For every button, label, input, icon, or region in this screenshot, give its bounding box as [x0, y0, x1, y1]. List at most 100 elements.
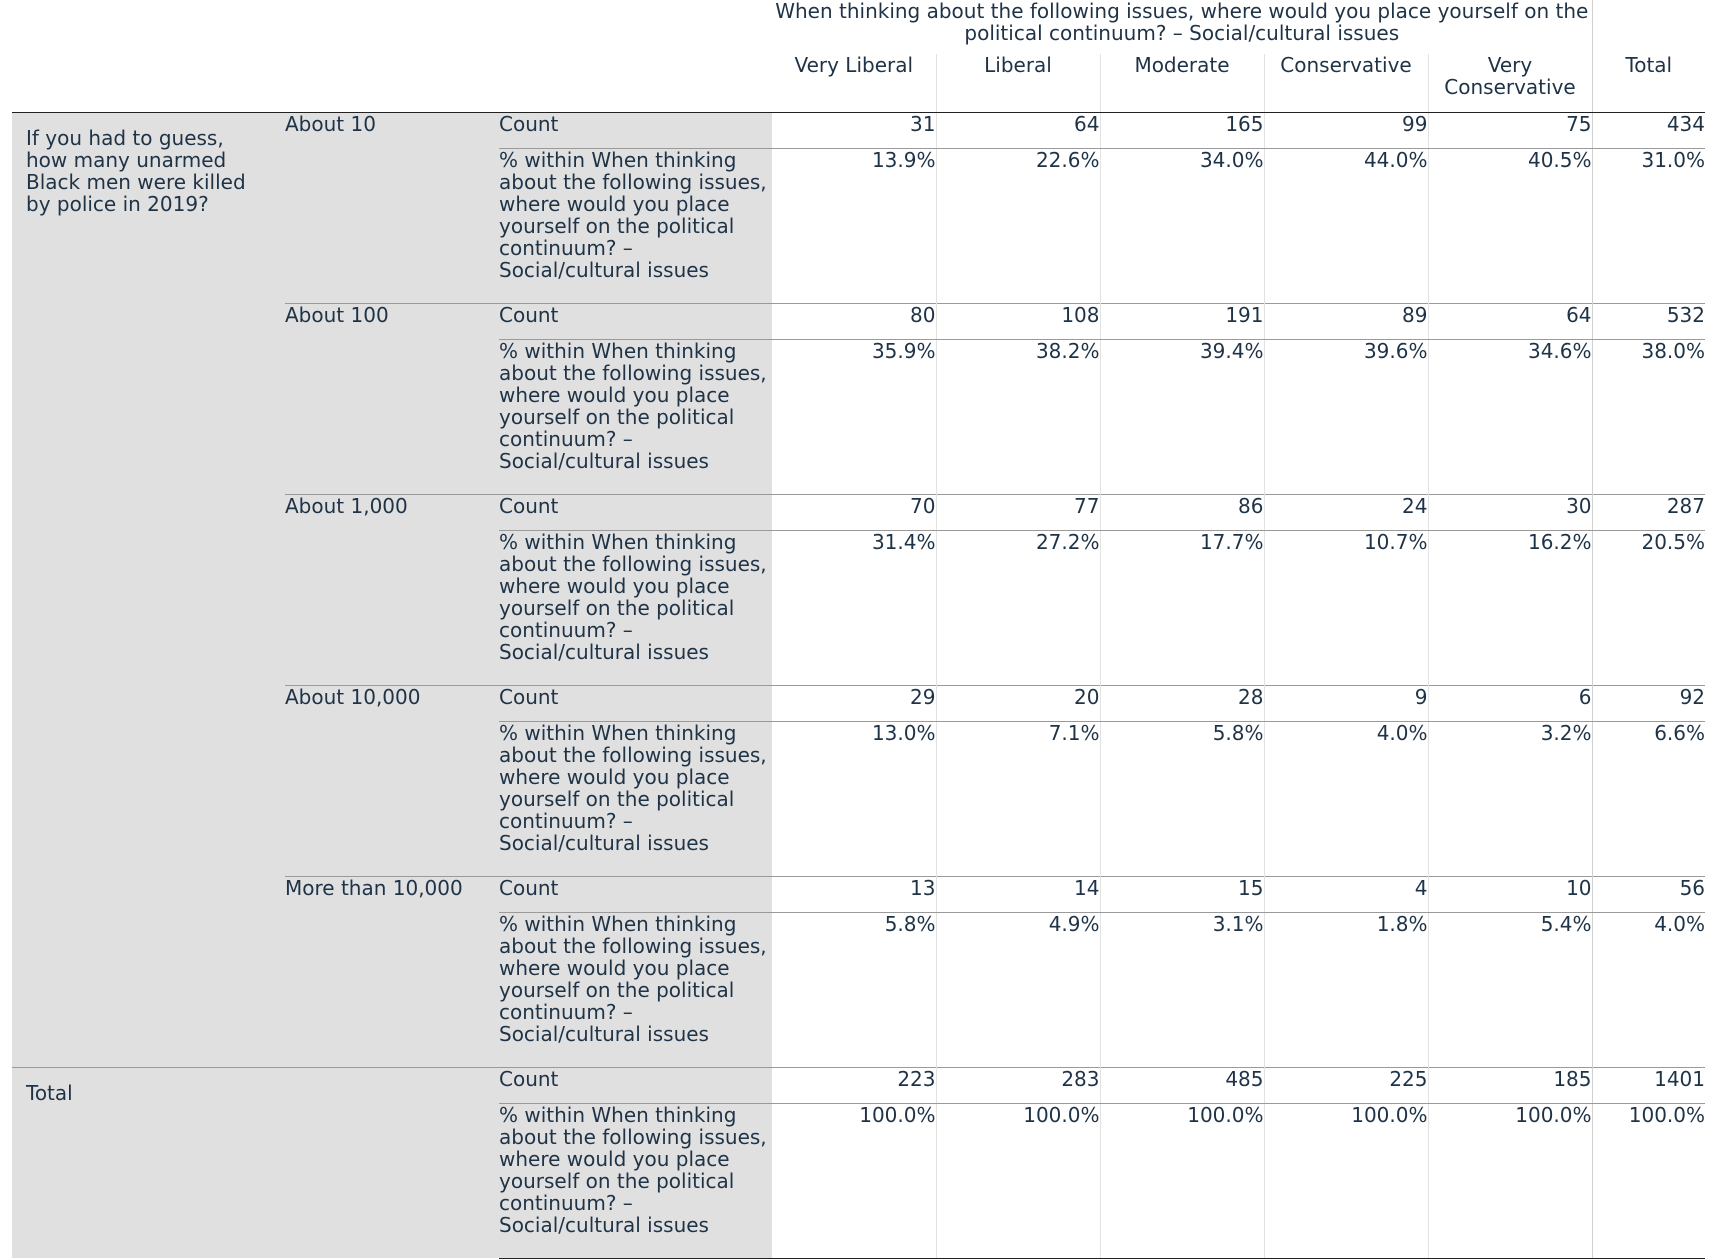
- cell-pct-very-conservative: 3.2%: [1427, 721, 1593, 876]
- statistic-label-count: Count: [499, 684, 772, 722]
- cell-count-moderate: 165: [1099, 112, 1264, 149]
- header-row-2: Very Liberal Liberal Moderate Conservati…: [12, 54, 1706, 113]
- row-category-label: About 10: [285, 112, 499, 303]
- cell-count-conservative: 4: [1263, 875, 1428, 913]
- row-variable-text: If you had to guess, how many unarmed Bl…: [26, 125, 246, 216]
- corner-cell-2: [12, 54, 772, 113]
- statistic-label-count: Count: [499, 493, 772, 531]
- table-row: % within When thinking about the followi…: [12, 339, 1706, 494]
- cell-pct-moderate: 17.7%: [1099, 530, 1264, 685]
- cell-count-very-liberal: 80: [772, 302, 936, 340]
- cell-count-very-liberal: 29: [772, 684, 936, 722]
- cell-count-total: 532: [1591, 302, 1706, 340]
- cell-pct-conservative: 39.6%: [1263, 339, 1428, 494]
- cell-count-very-conservative: 75: [1427, 112, 1593, 149]
- cell-pct-very-liberal: 100.0%: [772, 1103, 936, 1259]
- table-row: More than 10,000 Count 13 14 15 4 10 56: [12, 875, 1706, 1067]
- cell-pct-liberal: 7.1%: [935, 721, 1100, 876]
- statistic-label-percent: % within When thinking about the followi…: [499, 530, 772, 685]
- cell-count-moderate: 15: [1099, 875, 1264, 913]
- column-variable-header: When thinking about the following issues…: [772, 0, 1593, 54]
- cell-pct-conservative: 1.8%: [1263, 912, 1428, 1067]
- cell-count-total: 287: [1591, 493, 1706, 531]
- table-row: % within When thinking about the followi…: [12, 148, 1706, 303]
- statistic-label-percent: % within When thinking about the followi…: [499, 148, 772, 303]
- cell-pct-conservative: 4.0%: [1263, 721, 1428, 876]
- cell-count-liberal: 14: [935, 875, 1100, 913]
- cell-count-total: 92: [1591, 684, 1706, 722]
- cell-count-moderate: 191: [1099, 302, 1264, 340]
- cell-pct-total: 100.0%: [1591, 1103, 1706, 1259]
- cell-pct-conservative: 100.0%: [1263, 1103, 1428, 1259]
- table-body: When thinking about the following issues…: [12, 0, 1706, 1259]
- table-row: Total Count 223 283 485 225 185 1401: [12, 1066, 1706, 1258]
- cell-count-total: 434: [1591, 112, 1706, 149]
- cell-pct-very-conservative: 40.5%: [1427, 148, 1593, 303]
- cell-count-very-conservative: 185: [1427, 1066, 1593, 1104]
- cell-count-liberal: 20: [935, 684, 1100, 722]
- row-category-label: About 10,000: [285, 684, 499, 876]
- row-category-label: About 100: [285, 302, 499, 494]
- total-row-label: Total: [12, 1066, 499, 1258]
- cell-count-very-conservative: 10: [1427, 875, 1593, 913]
- table-row: % within When thinking about the followi…: [12, 530, 1706, 685]
- cell-count-very-liberal: 13: [772, 875, 936, 913]
- statistic-label-count: Count: [499, 112, 772, 149]
- cell-count-very-conservative: 30: [1427, 493, 1593, 531]
- statistic-label-count: Count: [499, 1066, 772, 1104]
- cell-count-liberal: 108: [935, 302, 1100, 340]
- cell-count-moderate: 86: [1099, 493, 1264, 531]
- total-header-spacer: [1591, 0, 1706, 54]
- cell-count-liberal: 283: [935, 1066, 1100, 1104]
- cell-pct-conservative: 44.0%: [1263, 148, 1428, 303]
- cell-count-very-liberal: 70: [772, 493, 936, 531]
- statistic-label-percent: % within When thinking about the followi…: [499, 1103, 772, 1259]
- cell-count-moderate: 485: [1099, 1066, 1264, 1104]
- total-label-text: Total: [26, 1080, 73, 1105]
- cell-pct-total: 4.0%: [1591, 912, 1706, 1067]
- column-header-very-conservative: Very Conservative: [1427, 54, 1593, 113]
- cell-pct-moderate: 5.8%: [1099, 721, 1264, 876]
- cell-count-liberal: 77: [935, 493, 1100, 531]
- cell-pct-liberal: 22.6%: [935, 148, 1100, 303]
- crosstab-table: When thinking about the following issues…: [12, 0, 1706, 1259]
- row-category-label: About 1,000: [285, 493, 499, 685]
- cell-pct-very-conservative: 5.4%: [1427, 912, 1593, 1067]
- cell-count-conservative: 225: [1263, 1066, 1428, 1104]
- cell-pct-very-liberal: 13.9%: [871, 148, 936, 172]
- cell-count-very-liberal: 31: [772, 112, 936, 149]
- cell-count-total: 56: [1591, 875, 1706, 913]
- corner-cell: [12, 0, 772, 54]
- cell-pct-very-liberal: 31.4%: [871, 530, 936, 554]
- cell-pct-very-liberal: 5.8%: [884, 912, 936, 936]
- statistic-label-percent: % within When thinking about the followi…: [499, 912, 772, 1067]
- cell-count-moderate: 28: [1099, 684, 1264, 722]
- cell-count-conservative: 9: [1263, 684, 1428, 722]
- cell-count-very-liberal: 223: [772, 1066, 936, 1104]
- column-header-very-liberal: Very Liberal: [772, 54, 936, 113]
- cell-pct-moderate: 100.0%: [1099, 1103, 1264, 1259]
- cell-pct-conservative: 10.7%: [1263, 530, 1428, 685]
- cell-pct-liberal: 100.0%: [935, 1103, 1100, 1259]
- cell-pct-moderate: 3.1%: [1099, 912, 1264, 1067]
- cell-pct-moderate: 39.4%: [1099, 339, 1264, 494]
- statistic-label-percent: % within When thinking about the followi…: [499, 339, 772, 494]
- cell-pct-liberal: 38.2%: [935, 339, 1100, 494]
- column-header-liberal: Liberal: [935, 54, 1100, 113]
- cell-count-liberal: 64: [935, 112, 1100, 149]
- cell-pct-very-conservative: 100.0%: [1427, 1103, 1593, 1259]
- column-header-conservative: Conservative: [1263, 54, 1428, 113]
- cell-pct-very-liberal: 35.9%: [871, 339, 936, 363]
- table-row: About 10,000 Count 29 20 28 9 6 92: [12, 684, 1706, 876]
- cell-pct-total: 6.6%: [1591, 721, 1706, 876]
- row-category-label: More than 10,000: [285, 875, 499, 1067]
- cell-count-very-conservative: 6: [1427, 684, 1593, 722]
- cell-pct-very-liberal: 13.0%: [871, 721, 936, 745]
- cell-pct-liberal: 4.9%: [935, 912, 1100, 1067]
- cell-pct-total: 38.0%: [1591, 339, 1706, 494]
- cell-pct-very-conservative: 16.2%: [1427, 530, 1593, 685]
- statistic-label-count: Count: [499, 875, 772, 913]
- table-row: About 1,000 Count 70 77 86 24 30 287: [12, 493, 1706, 685]
- table-row: About 100 Count 80 108 191 89 64 532: [12, 302, 1706, 494]
- cell-pct-liberal: 27.2%: [935, 530, 1100, 685]
